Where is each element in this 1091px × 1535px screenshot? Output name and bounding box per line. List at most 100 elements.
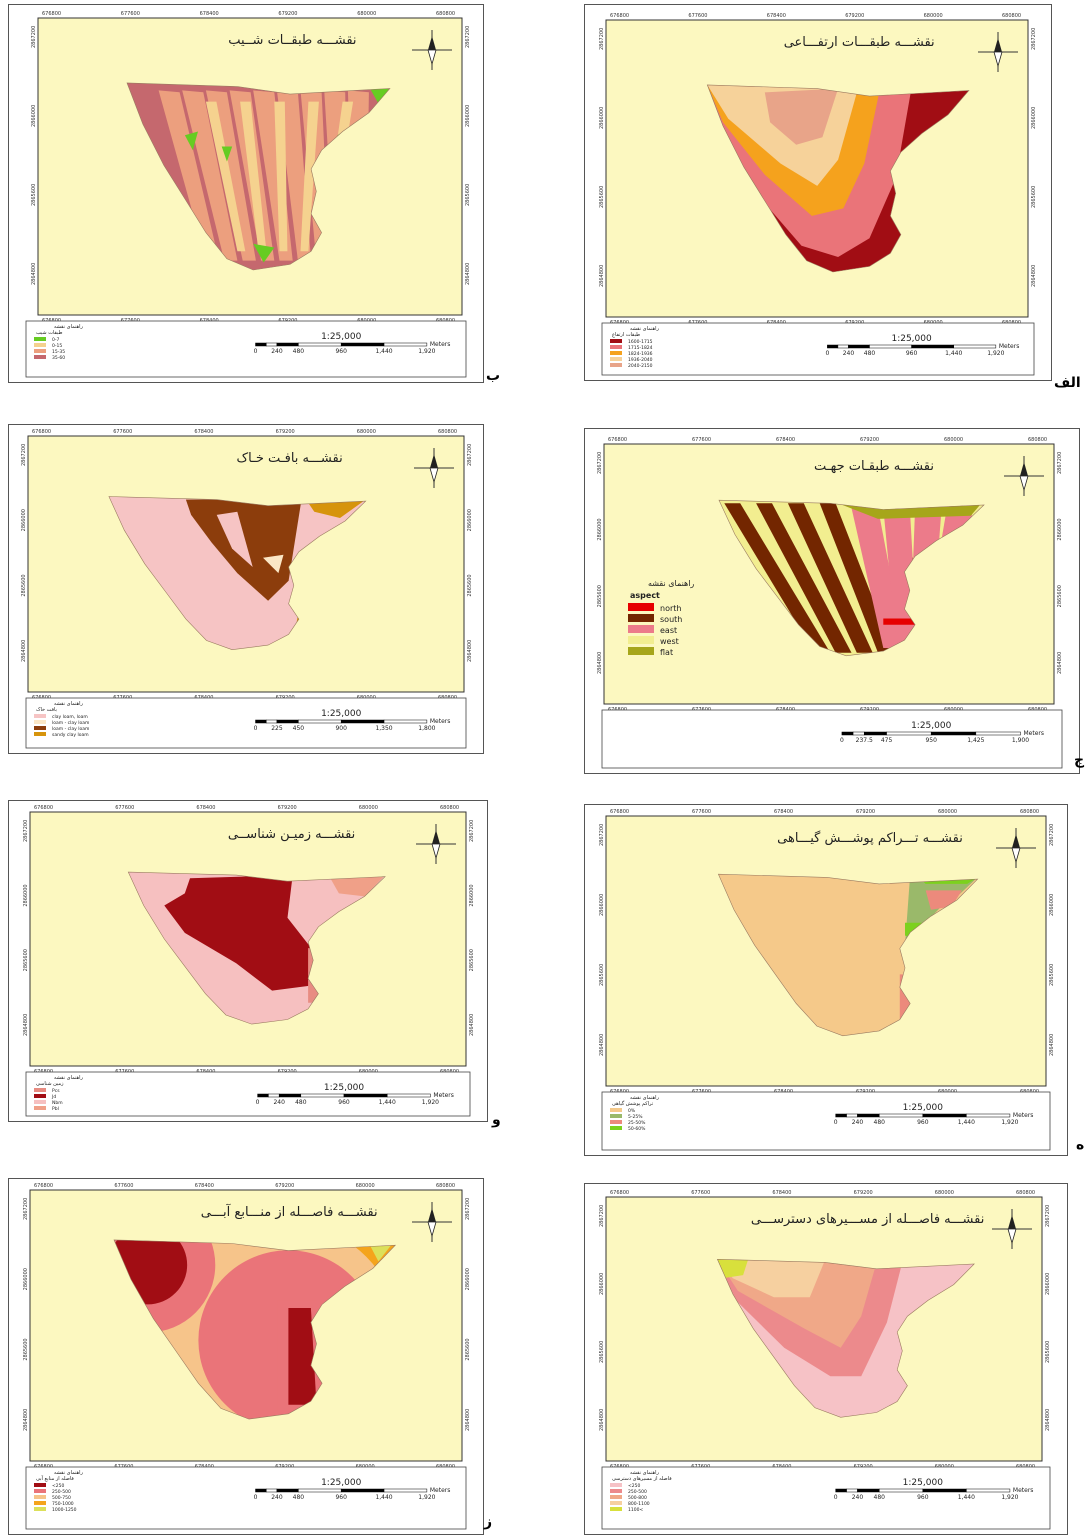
legend-item-label: 250-500 — [628, 1489, 647, 1495]
legend-swatch — [610, 1108, 622, 1112]
y-tick-label: 2867200 — [465, 1198, 471, 1220]
y-tick-label: 2864800 — [465, 263, 471, 285]
y-tick-label: 2864800 — [1049, 1034, 1055, 1056]
scale-unit: Meters — [430, 1487, 451, 1494]
x-tick-label: 677600 — [692, 809, 711, 815]
scale-text: 1:25,000 — [891, 334, 932, 344]
zone-0-7 — [184, 131, 198, 151]
x-tick-label: 679200 — [845, 13, 864, 19]
x-tick-label: 680800 — [436, 11, 455, 17]
legend-box — [25, 320, 467, 378]
y-tick-label: 2865600 — [1057, 585, 1063, 607]
legend-swatch — [34, 732, 46, 736]
x-tick-label: 679200 — [856, 809, 875, 815]
y-tick-label: 2866000 — [21, 509, 27, 531]
legend-swatch — [34, 1501, 46, 1505]
legend-subtitle: بافت خاک — [36, 706, 57, 713]
y-tick-label: 2865600 — [23, 1338, 29, 1360]
x-tick-label: 680800 — [1028, 437, 1047, 443]
y-tick-label: 2864800 — [1057, 652, 1063, 674]
y-tick-label: 2865600 — [465, 1338, 471, 1360]
vegetation-map-panel: 6768006768006776006776006784006784006792… — [584, 804, 1068, 1156]
north-arrow-icon — [412, 1202, 452, 1242]
legend-swatch — [34, 1100, 46, 1104]
scale-tick-label: 960 — [335, 1494, 347, 1501]
zone-lt-250 — [288, 1308, 317, 1405]
y-tick-label: 2867200 — [599, 28, 605, 50]
y-tick-label: 2865600 — [599, 1341, 605, 1363]
zone-0-15 — [274, 101, 288, 252]
y-tick-label: 2864800 — [599, 1409, 605, 1431]
legend-item-label: east — [660, 626, 677, 635]
legend-title: راهنمای نقشه — [648, 579, 694, 588]
x-tick-label: 680000 — [357, 429, 376, 435]
legend-swatch — [628, 614, 654, 622]
zone-Jd — [164, 875, 319, 991]
scale-unit: Meters — [430, 718, 451, 725]
scale-text: 1:25,000 — [321, 709, 362, 719]
x-tick-label: 677600 — [691, 1190, 710, 1196]
scale-tick-label: 240 — [271, 348, 283, 355]
elevation-map-panel: 6768006768006776006776006784006784006792… — [584, 4, 1052, 381]
x-tick-label: 678400 — [772, 1190, 791, 1196]
map-title: نقشـــه زمیـن شناســی — [228, 827, 355, 842]
zone-0-15 — [300, 101, 319, 252]
zone-clay-loam — [216, 511, 253, 567]
scale-tick-label: 240 — [843, 350, 855, 357]
zone-loam-clay-loam — [263, 554, 284, 574]
y-tick-label: 2865600 — [599, 186, 605, 208]
scale-bar — [255, 1488, 428, 1493]
scale-tick-label: 0 — [834, 1494, 838, 1501]
x-tick-label: 678400 — [194, 429, 213, 435]
y-tick-label: 2864800 — [31, 263, 37, 285]
legend-item-label: south — [660, 615, 682, 624]
y-tick-label: 2867200 — [1045, 1205, 1051, 1227]
y-tick-label: 2864800 — [1031, 265, 1037, 287]
aspect-map: 6768006768006776006776006784006784006792… — [584, 428, 1080, 774]
y-tick-label: 2866000 — [465, 105, 471, 127]
zone-5-25 — [905, 874, 978, 955]
water-distance-map: 6768006768006776006776006784006784006792… — [8, 1178, 484, 1535]
zone-0-15 — [205, 101, 246, 252]
y-tick-label: 2866000 — [599, 894, 605, 916]
scale-tick-label: 1,440 — [379, 1099, 396, 1106]
x-tick-label: 678400 — [196, 805, 215, 811]
legend-swatch — [610, 345, 622, 349]
scale-tick-label: 960 — [335, 348, 347, 355]
legend-item-label: 1715-1824 — [628, 345, 653, 351]
legend-swatch — [628, 647, 654, 655]
x-tick-label: 680800 — [438, 429, 457, 435]
legend-title: راهنمای نقشه — [54, 1075, 84, 1081]
scale-tick-label: 480 — [864, 350, 876, 357]
panel-label-water: ز — [484, 1514, 493, 1530]
x-tick-label: 677600 — [113, 429, 132, 435]
y-tick-label: 2867200 — [599, 824, 605, 846]
zone-north — [883, 618, 916, 625]
scale-tick-label: 1,440 — [375, 1494, 392, 1501]
legend-swatch — [34, 1483, 46, 1487]
legend-title: راهنمای نقشه — [630, 1095, 660, 1101]
x-tick-label: 680000 — [935, 1190, 954, 1196]
y-tick-label: 2867200 — [465, 26, 471, 48]
scale-bar — [827, 344, 997, 349]
legend-swatch — [628, 636, 654, 644]
scale-tick-label: 480 — [295, 1099, 307, 1106]
scale-unit: Meters — [430, 341, 451, 348]
x-tick-label: 680000 — [357, 11, 376, 17]
panel-label-aspect: ج — [1074, 752, 1085, 768]
scale-unit: Meters — [1023, 730, 1044, 737]
legend-subtitle: فاصله از منابع آبی — [36, 1475, 74, 1482]
y-tick-label: 2867200 — [467, 444, 473, 466]
zone-1100-plus — [717, 1259, 749, 1279]
panel-label-slope: ب — [486, 368, 501, 384]
zone-south — [787, 503, 873, 653]
legend-item-label: 2040-2150 — [628, 363, 653, 369]
x-tick-label: 679200 — [278, 11, 297, 17]
legend-item-label: 1100< — [628, 1507, 643, 1513]
x-tick-label: 678400 — [774, 809, 793, 815]
x-tick-label: 680000 — [944, 437, 963, 443]
x-tick-label: 676800 — [610, 13, 629, 19]
north-arrow-icon — [416, 824, 456, 864]
zone-15-35 — [158, 90, 219, 261]
scale-unit: Meters — [999, 343, 1020, 350]
